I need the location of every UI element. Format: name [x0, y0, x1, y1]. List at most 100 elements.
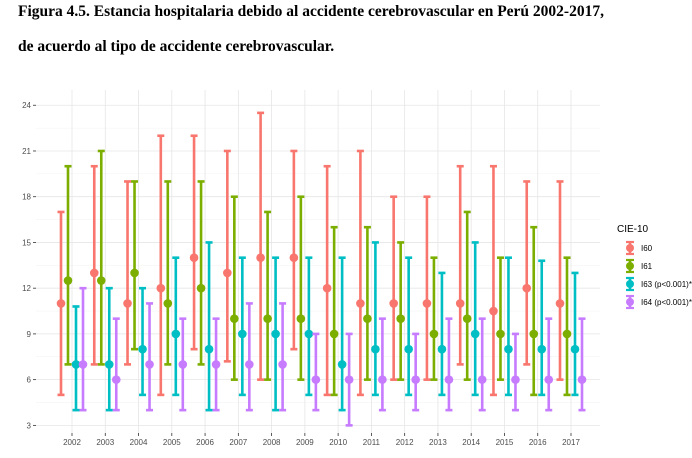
- point-i63: [138, 344, 147, 354]
- point-i63: [104, 360, 114, 369]
- point-i61: [462, 314, 472, 323]
- point-i63: [71, 360, 81, 369]
- x-tick-label: 2003: [96, 438, 114, 447]
- point-i60: [555, 299, 565, 308]
- point-i63: [238, 329, 247, 339]
- x-tick-label: 2011: [363, 438, 381, 447]
- point-i64: [211, 360, 221, 369]
- point-i61: [329, 329, 339, 339]
- x-tick-label: 2007: [229, 438, 247, 447]
- point-i60: [455, 299, 465, 308]
- point-i61: [96, 276, 106, 285]
- legend-title: CIE-10: [617, 224, 649, 235]
- point-i63: [537, 344, 547, 354]
- point-i64: [378, 375, 387, 384]
- point-i60: [189, 253, 199, 262]
- point-i63: [404, 344, 413, 354]
- x-tick-label: 2004: [130, 438, 148, 447]
- y-tick-label: 6: [27, 376, 32, 385]
- point-i60: [489, 306, 498, 316]
- legend-label: I64 (p<0.001)*: [641, 298, 692, 307]
- point-i63: [504, 344, 513, 354]
- point-i60: [389, 299, 398, 308]
- x-tick-label: 2009: [296, 438, 314, 447]
- point-i64: [444, 375, 454, 384]
- grid-lines: [36, 90, 600, 433]
- plot-background: [36, 90, 600, 433]
- figure-title-line-2: de acuerdo al tipo de accidente cerebrov…: [18, 38, 335, 55]
- x-tick-label: 2016: [529, 438, 547, 447]
- point-i61: [263, 314, 272, 323]
- y-tick-label: 24: [22, 101, 31, 110]
- point-i60: [89, 268, 99, 278]
- point-i64: [178, 360, 188, 369]
- legend-key-point: [626, 280, 634, 288]
- point-i64: [411, 375, 420, 384]
- point-i61: [396, 314, 405, 323]
- legend-key-point: [626, 244, 634, 252]
- point-i60: [289, 253, 299, 262]
- point-i63: [337, 360, 347, 369]
- x-tick-label: 2013: [429, 438, 447, 447]
- legend: CIE-10 I60 I61 I63 (p<0.001)* I64 (p<0.001)*: [617, 224, 692, 310]
- point-i63: [171, 329, 181, 339]
- point-i60: [156, 283, 166, 293]
- point-i64: [278, 360, 287, 369]
- point-i60: [56, 299, 66, 308]
- point-i61: [63, 276, 73, 285]
- x-tick-label: 2010: [329, 438, 347, 447]
- x-tick-label: 2008: [263, 438, 281, 447]
- plot-panel: [36, 90, 600, 433]
- point-i61: [429, 329, 439, 339]
- point-i63: [470, 329, 480, 339]
- point-i61: [496, 329, 505, 339]
- point-i64: [344, 375, 354, 384]
- point-i60: [422, 299, 432, 308]
- point-i63: [304, 329, 314, 339]
- x-tick-label: 2006: [196, 438, 214, 447]
- point-i63: [570, 344, 580, 354]
- point-i64: [544, 375, 554, 384]
- data-marks: [56, 111, 587, 427]
- y-tick-label: 9: [27, 330, 32, 339]
- point-i61: [562, 329, 572, 339]
- point-i60: [356, 299, 365, 308]
- legend-label: I61: [641, 262, 653, 271]
- point-i64: [477, 375, 487, 384]
- point-i61: [163, 299, 173, 308]
- point-i63: [437, 344, 447, 354]
- point-i60: [223, 268, 232, 278]
- point-i64: [311, 375, 321, 384]
- y-tick-label: 15: [22, 238, 31, 247]
- point-i64: [111, 375, 121, 384]
- point-i63: [371, 344, 380, 354]
- x-tick-label: 2002: [63, 438, 81, 447]
- point-i60: [123, 299, 132, 308]
- point-i64: [245, 360, 254, 369]
- point-i61: [230, 314, 239, 323]
- point-i60: [322, 283, 332, 293]
- point-i64: [511, 375, 520, 384]
- y-tick-label: 3: [27, 421, 32, 430]
- point-i64: [577, 375, 587, 384]
- point-i60: [256, 253, 265, 262]
- legend-key-point: [626, 298, 634, 306]
- y-tick-label: 21: [22, 147, 31, 156]
- point-i61: [296, 314, 306, 323]
- legend-key-point: [626, 262, 634, 270]
- figure-title-line-1: Figura 4.5. Estancia hospitalaria debido…: [18, 3, 604, 20]
- y-tick-label: 18: [22, 193, 31, 202]
- x-tick-label: 2017: [562, 438, 580, 447]
- point-i61: [363, 314, 372, 323]
- point-i60: [522, 283, 532, 293]
- x-axis: 2002 2003 2004 2005 2006 2007 2008 2009 2010 2011…: [63, 433, 580, 447]
- point-i64: [145, 360, 154, 369]
- legend-label: I63 (p<0.001)*: [641, 280, 692, 289]
- x-tick-label: 2014: [462, 438, 480, 447]
- point-i63: [271, 329, 280, 339]
- legend-label: I60: [641, 244, 653, 253]
- point-i61: [130, 268, 139, 278]
- point-i61: [196, 283, 206, 293]
- x-tick-label: 2012: [396, 438, 414, 447]
